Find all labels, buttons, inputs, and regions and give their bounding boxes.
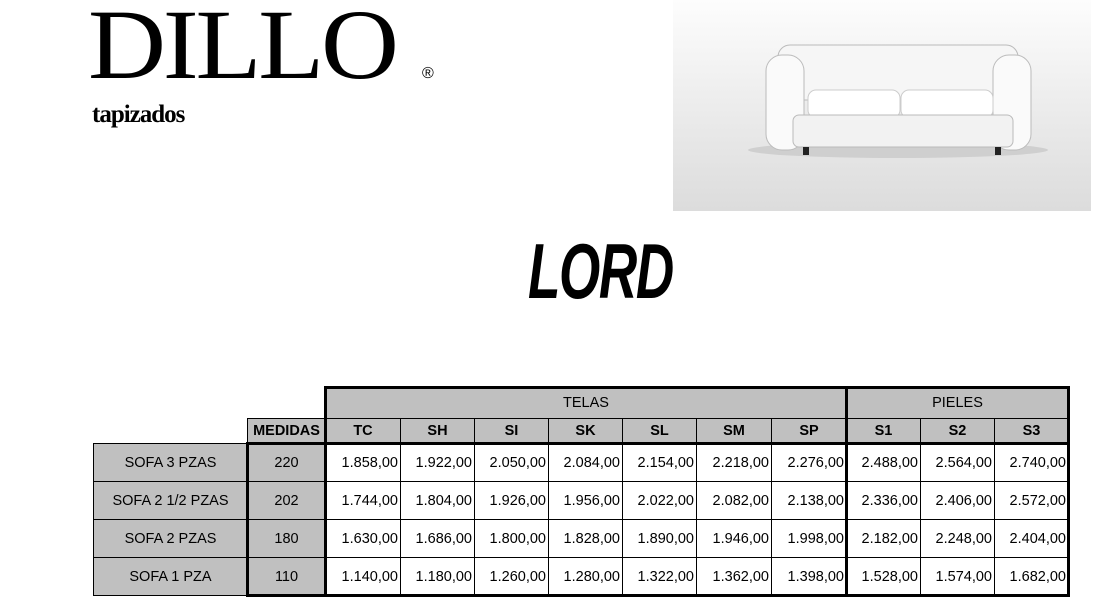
column-header-sm: SM: [696, 418, 772, 444]
price-cell: 1.946,00: [696, 519, 772, 558]
sofa-photo: [673, 0, 1091, 211]
price-cell: 1.858,00: [325, 443, 401, 482]
price-cell: 1.890,00: [622, 519, 697, 558]
price-cell: 2.740,00: [994, 443, 1069, 482]
price-cell: 2.488,00: [846, 443, 921, 482]
product-title: LORD: [528, 227, 674, 315]
price-cell: 2.564,00: [920, 443, 995, 482]
column-header-tc: TC: [325, 418, 401, 444]
column-header-s1: S1: [846, 418, 921, 444]
price-cell: 1.398,00: [771, 557, 847, 596]
group-header-pieles: PIELES: [846, 387, 1069, 419]
column-header-sh: SH: [400, 418, 475, 444]
row-model-label: SOFA 3 PZAS: [93, 443, 248, 482]
price-cell: 2.182,00: [846, 519, 921, 558]
price-cell: 2.050,00: [474, 443, 549, 482]
price-cell: 2.154,00: [622, 443, 697, 482]
price-cell: 2.336,00: [846, 481, 921, 520]
price-cell: 2.248,00: [920, 519, 995, 558]
price-cell: 1.574,00: [920, 557, 995, 596]
row-model-label: SOFA 2 1/2 PZAS: [93, 481, 248, 520]
price-cell: 1.922,00: [400, 443, 475, 482]
column-header-s2: S2: [920, 418, 995, 444]
price-cell: 1.926,00: [474, 481, 549, 520]
price-cell: 1.800,00: [474, 519, 549, 558]
price-cell: 2.082,00: [696, 481, 772, 520]
price-cell: 1.140,00: [325, 557, 401, 596]
price-cell: 2.406,00: [920, 481, 995, 520]
registered-mark: ®: [422, 65, 434, 82]
row-model-label: SOFA 1 PZA: [93, 557, 248, 596]
price-cell: 1.998,00: [771, 519, 847, 558]
column-header-s3: S3: [994, 418, 1069, 444]
price-cell: 1.956,00: [548, 481, 623, 520]
price-cell: 1.362,00: [696, 557, 772, 596]
row-size: 180: [247, 519, 326, 558]
price-cell: 2.276,00: [771, 443, 847, 482]
row-model-label: SOFA 2 PZAS: [93, 519, 248, 558]
row-size: 202: [247, 481, 326, 520]
column-header-sl: SL: [622, 418, 697, 444]
price-cell: 1.804,00: [400, 481, 475, 520]
logo-subtitle: tapizados: [92, 101, 185, 128]
price-cell: 1.630,00: [325, 519, 401, 558]
price-cell: 1.260,00: [474, 557, 549, 596]
column-header-sk: SK: [548, 418, 623, 444]
price-cell: 1.744,00: [325, 481, 401, 520]
price-cell: 2.084,00: [548, 443, 623, 482]
price-cell: 2.218,00: [696, 443, 772, 482]
price-cell: 1.682,00: [994, 557, 1069, 596]
row-size: 220: [247, 443, 326, 482]
price-cell: 1.180,00: [400, 557, 475, 596]
column-header-sp: SP: [771, 418, 847, 444]
logo-text: DILLO: [88, 0, 399, 100]
group-header-telas: TELAS: [325, 387, 847, 419]
row-size: 110: [247, 557, 326, 596]
price-cell: 2.404,00: [994, 519, 1069, 558]
price-cell: 2.138,00: [771, 481, 847, 520]
column-header-medidas: MEDIDAS: [247, 418, 326, 444]
column-header-si: SI: [474, 418, 549, 444]
price-cell: 1.828,00: [548, 519, 623, 558]
price-cell: 1.322,00: [622, 557, 697, 596]
price-cell: 1.528,00: [846, 557, 921, 596]
price-cell: 1.686,00: [400, 519, 475, 558]
price-cell: 2.022,00: [622, 481, 697, 520]
price-cell: 1.280,00: [548, 557, 623, 596]
price-cell: 2.572,00: [994, 481, 1069, 520]
